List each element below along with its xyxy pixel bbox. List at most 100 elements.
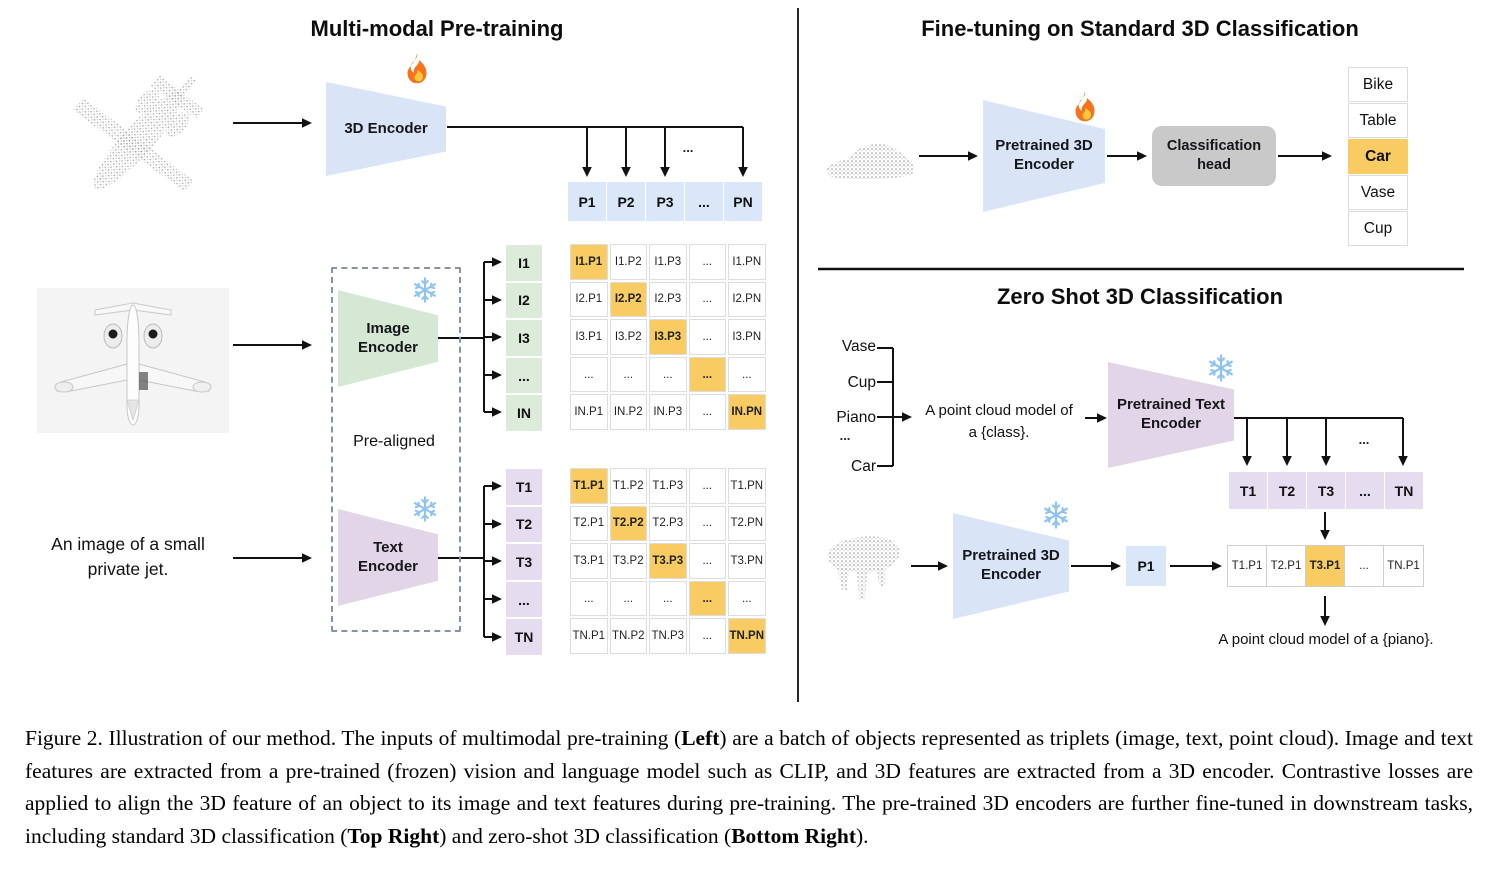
text-feature-column: T1 T2 T3... TN	[506, 469, 542, 655]
t-feature-cell: ...	[1346, 472, 1384, 509]
matrix-cell: ...	[728, 580, 766, 617]
p-feature-row: P1 P2 P3... PN	[568, 182, 762, 221]
result-cell: T1.P1	[1228, 546, 1267, 586]
matrix-cell: IN.P3	[649, 394, 687, 430]
matrix-cell: ...	[688, 468, 726, 504]
image-feature-column: I1 I2 I3... IN	[506, 245, 542, 431]
matrix-cell: T3.P2	[609, 543, 647, 579]
matrix-cell: T3.P3	[649, 543, 687, 579]
image-encoder-label: Image Encoder	[357, 319, 418, 356]
t-feature-cell: TN	[1385, 472, 1423, 509]
text-row-label: TN	[506, 619, 542, 655]
matrix-cell: T3.P1	[570, 543, 608, 579]
text-feature-row: T1 T2 T3... TN	[1229, 472, 1423, 509]
snowflake-icon	[1209, 354, 1233, 382]
p-cell: PN	[724, 182, 762, 221]
result-caption: A point cloud model of a {piano}.	[1218, 631, 1434, 648]
text-row-label: ...	[506, 581, 542, 618]
matrix-cell: ...	[688, 580, 726, 617]
matrix-cell: I3.P1	[570, 319, 608, 355]
figure-caption: Figure 2. Illustration of our method. Th…	[25, 726, 1474, 848]
matrix-cell: IN.P2	[609, 394, 647, 430]
image-point-similarity-matrix: I1.P1 I1.P2 I1.P3... I1.PN I2.P1 I2.P2 I2.P3..…	[570, 244, 766, 430]
image-row-label: ...	[506, 357, 542, 394]
matrix-cell: ...	[688, 356, 726, 393]
left-panel-title: Multi-modal Pre-training	[310, 16, 564, 41]
pretrained-text-encoder-label: Pretrained Text Encoder	[1116, 396, 1226, 432]
class-option: Bike	[1348, 67, 1408, 102]
matrix-cell: TN.P1	[570, 618, 608, 654]
p-cell: ...	[685, 182, 723, 221]
p-row-ellipsis: ...	[682, 140, 694, 155]
snowflake-icon	[413, 277, 437, 303]
matrix-cell: T1.P2	[609, 468, 647, 504]
snowflake-icon	[1044, 501, 1068, 529]
matrix-cell: T1.PN	[728, 468, 766, 504]
matrix-cell: ...	[609, 580, 647, 617]
class-prediction-list: Bike Table Car Vase Cup	[1348, 67, 1408, 246]
matrix-cell: ...	[688, 244, 726, 280]
fine-tuning-title: Fine-tuning on Standard 3D Classificatio…	[921, 16, 1359, 41]
class-option: Car	[1348, 139, 1408, 174]
matrix-cell: ...	[688, 281, 726, 318]
airplane-point-cloud	[72, 75, 205, 192]
result-cell: T2.P1	[1267, 546, 1306, 586]
zs-class-ellipsis: ...	[839, 428, 851, 443]
matrix-cell: I3.P2	[609, 319, 647, 355]
pretrained-3d-encoder-label: Pretrained 3D Encoder	[995, 137, 1093, 173]
text-row-label: T3	[506, 544, 542, 580]
matrix-cell: ...	[728, 356, 766, 393]
matrix-cell: I2.PN	[728, 281, 766, 318]
matrix-cell: T3.PN	[728, 543, 766, 579]
matrix-cell: ...	[570, 356, 608, 393]
car-point-cloud	[827, 144, 914, 180]
pre-aligned-label: Pre-aligned	[353, 433, 435, 450]
matrix-cell: IN.P1	[570, 394, 608, 430]
text-encoder-label: Text Encoder	[357, 538, 418, 575]
zero-shot-title: Zero Shot 3D Classification	[996, 284, 1284, 309]
matrix-cell: TN.P2	[609, 618, 647, 654]
matrix-cell: ...	[649, 356, 687, 393]
matrix-cell: ...	[688, 394, 726, 430]
t-feature-cell: T2	[1268, 472, 1306, 509]
prompt-text: A point cloud model of a {class}.	[925, 402, 1073, 441]
zs-class-cup: Cup	[847, 374, 876, 391]
pre-aligned-box	[331, 267, 461, 632]
class-option: Cup	[1348, 211, 1408, 246]
image-row-label: IN	[506, 395, 542, 431]
input-text-caption: An image of a small private jet.	[51, 534, 205, 579]
text-fanout-ellipsis: ...	[1358, 432, 1370, 447]
matrix-cell: I1.P1	[570, 244, 608, 280]
matrix-cell: ...	[649, 580, 687, 617]
matrix-cell: ...	[570, 580, 608, 617]
jet-image	[37, 288, 229, 433]
snowflake-icon	[413, 496, 437, 522]
zs-class-car: Car	[851, 458, 876, 475]
matrix-cell: ...	[688, 319, 726, 355]
matrix-cell: T1.P3	[649, 468, 687, 504]
flame-icon	[407, 53, 427, 84]
similarity-result-row: T1.P1 T2.P1 T3.P1... TN.P1	[1227, 545, 1424, 587]
piano-point-cloud	[827, 536, 900, 600]
p-cell: P2	[607, 182, 645, 221]
matrix-cell: T2.PN	[728, 505, 766, 542]
matrix-cell: TN.P3	[649, 618, 687, 654]
image-row-label: I1	[506, 245, 542, 281]
matrix-cell: ...	[688, 618, 726, 654]
p1-feature-cell: P1	[1126, 546, 1166, 586]
matrix-cell: IN.PN	[728, 394, 766, 430]
class-option: Vase	[1348, 175, 1408, 210]
matrix-cell: TN.PN	[728, 618, 766, 654]
matrix-cell: I2.P2	[609, 281, 647, 318]
matrix-cell: I2.P1	[570, 281, 608, 318]
p-cell: P1	[568, 182, 606, 221]
image-row-label: I3	[506, 320, 542, 356]
image-row-label: I2	[506, 282, 542, 319]
matrix-cell: ...	[688, 505, 726, 542]
text-row-label: T1	[506, 469, 542, 505]
matrix-cell: I1.PN	[728, 244, 766, 280]
matrix-cell: T2.P2	[609, 505, 647, 542]
flame-icon	[1075, 91, 1095, 122]
